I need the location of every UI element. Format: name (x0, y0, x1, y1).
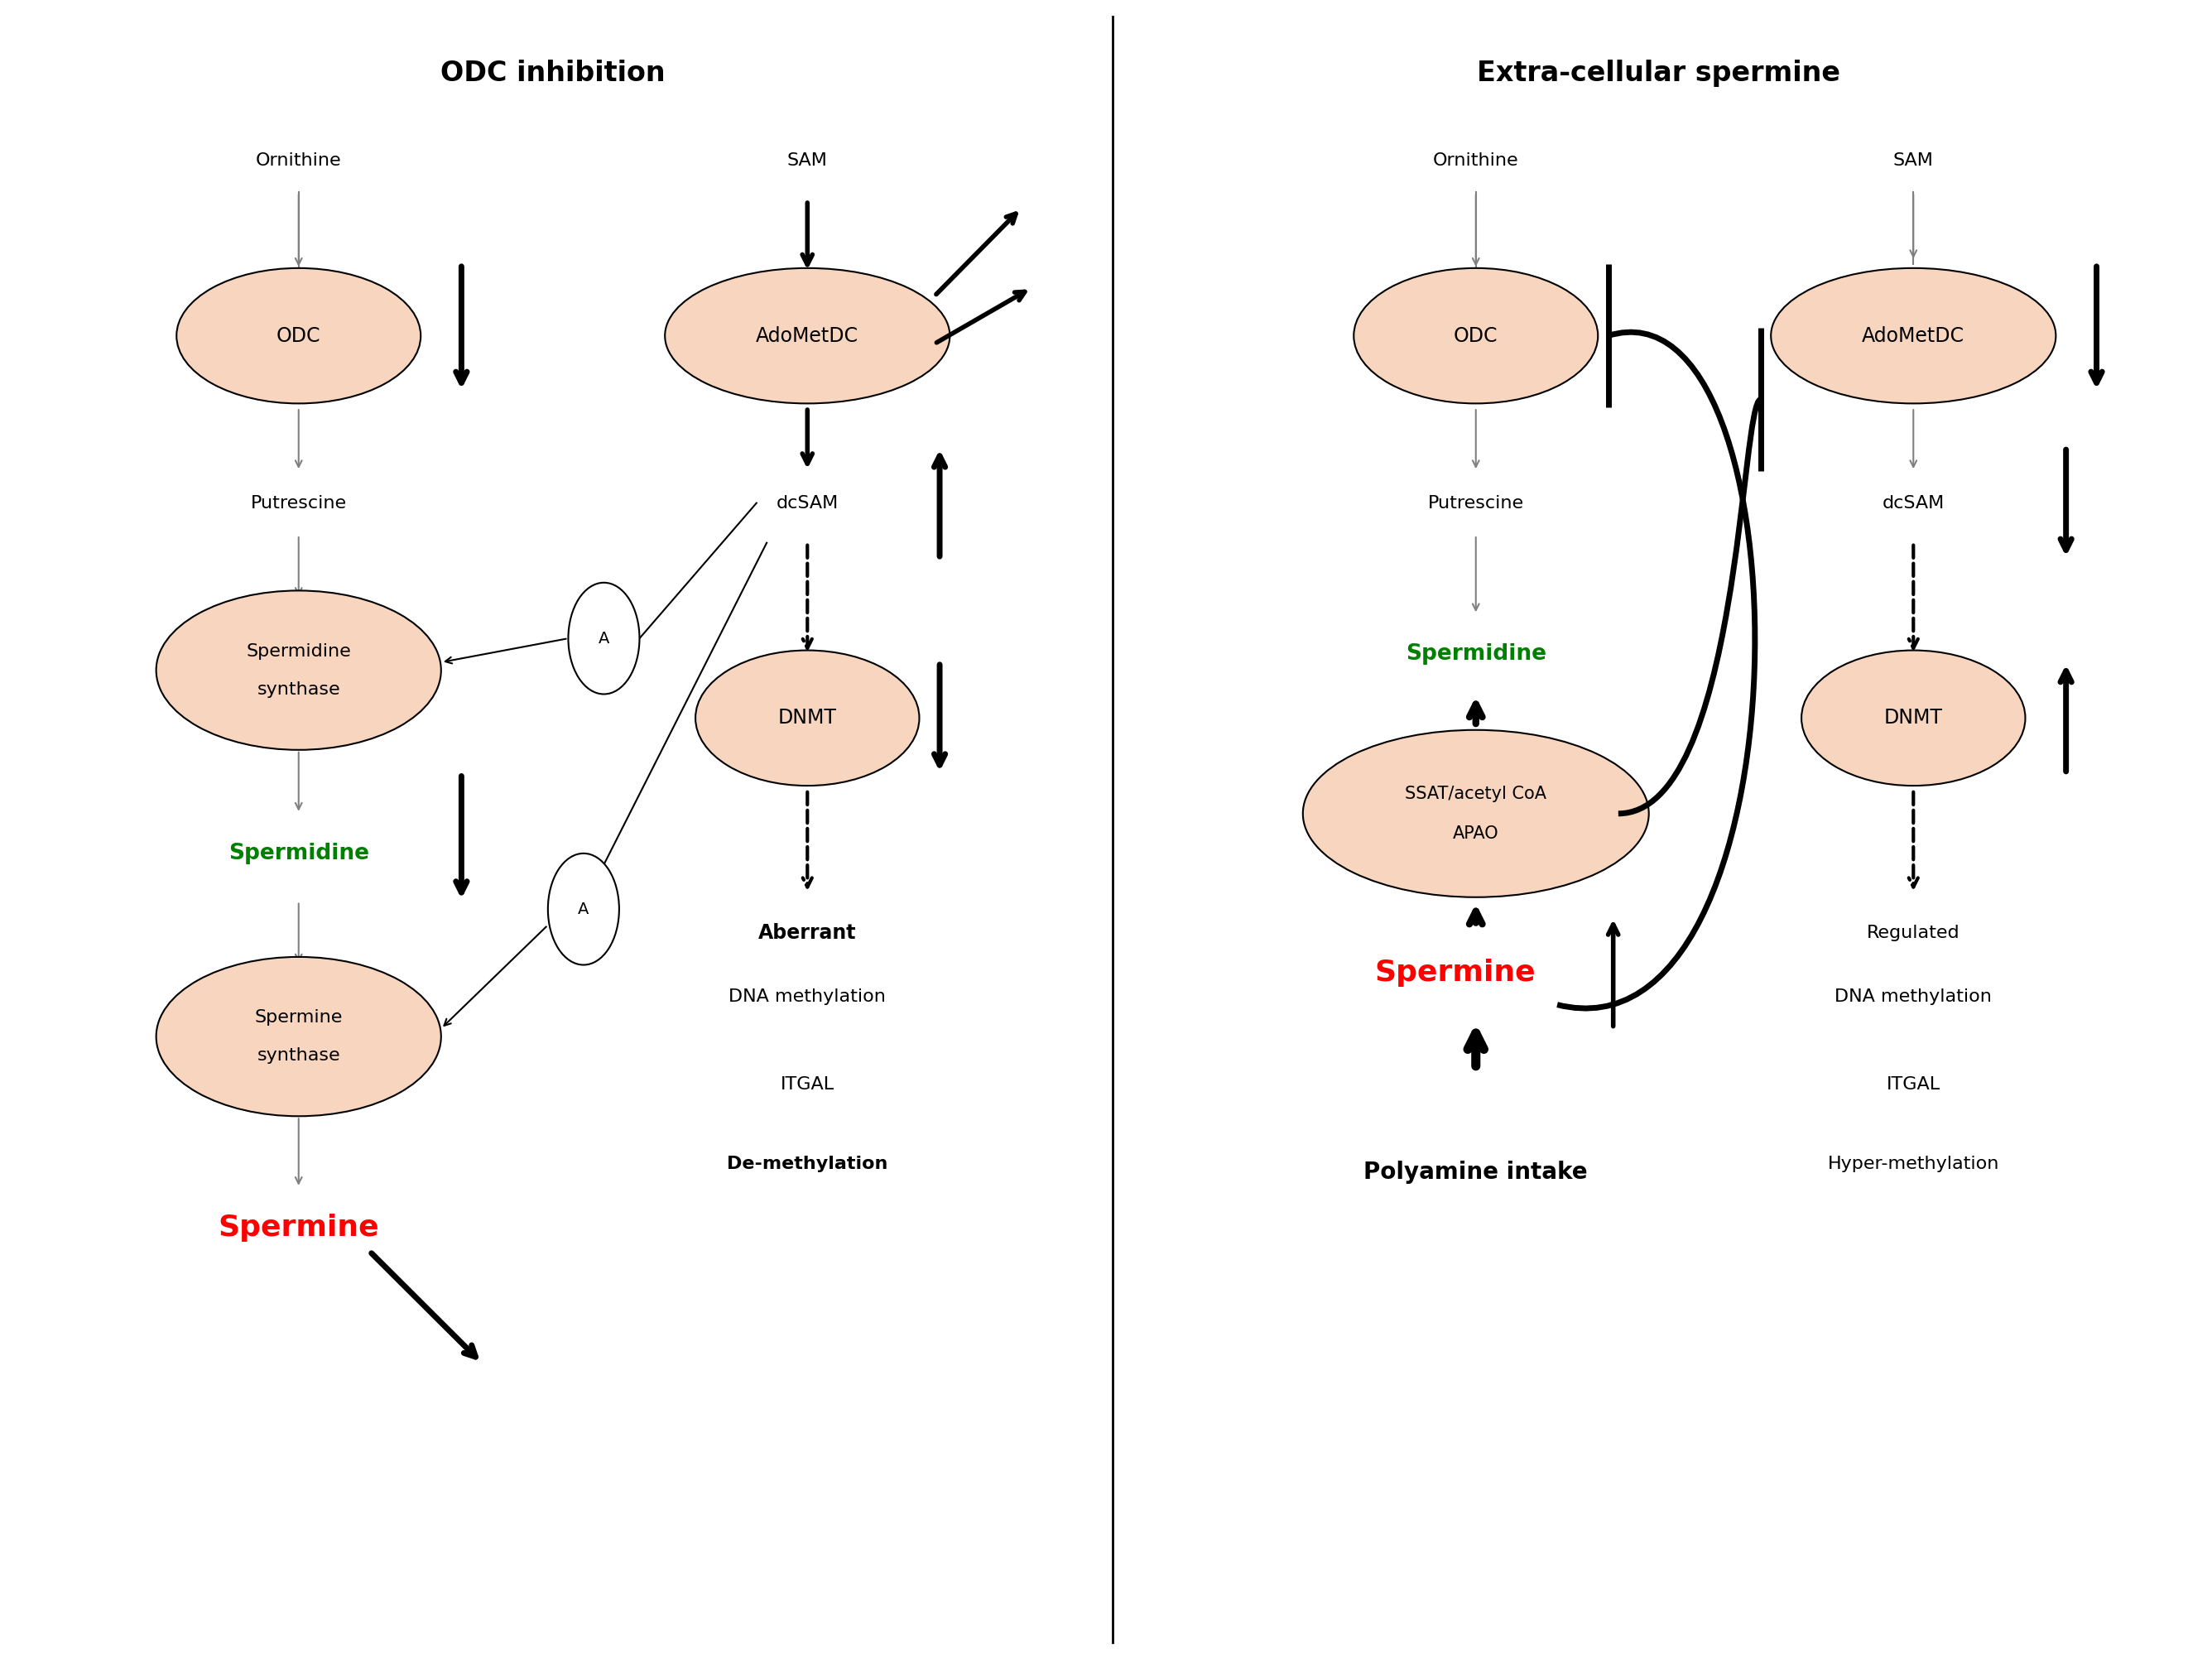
Text: ODC: ODC (276, 325, 321, 345)
Text: Spermidine: Spermidine (228, 843, 369, 864)
Text: DNMT: DNMT (779, 708, 836, 728)
Text: Putrescine: Putrescine (1427, 494, 1524, 511)
Text: De-methylation: De-methylation (728, 1156, 887, 1173)
Text: Spermine: Spermine (219, 1214, 378, 1241)
Text: ITGAL: ITGAL (781, 1077, 834, 1093)
Circle shape (549, 853, 619, 966)
Ellipse shape (666, 269, 949, 403)
Text: Spermidine: Spermidine (246, 642, 352, 659)
Text: dcSAM: dcSAM (1882, 494, 1944, 511)
Text: SSAT/acetyl CoA: SSAT/acetyl CoA (1405, 785, 1546, 801)
Ellipse shape (157, 957, 440, 1117)
Text: AdoMetDC: AdoMetDC (757, 325, 858, 345)
Text: dcSAM: dcSAM (776, 494, 838, 511)
Text: Polyamine intake: Polyamine intake (1365, 1160, 1588, 1183)
Text: Aberrant: Aberrant (759, 922, 856, 942)
Text: Spermidine: Spermidine (1405, 644, 1546, 665)
Ellipse shape (1303, 730, 1648, 898)
Text: DNA methylation: DNA methylation (1834, 989, 1993, 1005)
Text: DNMT: DNMT (1885, 708, 1942, 728)
Text: Ornithine: Ornithine (257, 153, 341, 169)
Ellipse shape (1801, 650, 2026, 786)
Text: Spermine: Spermine (1376, 959, 1535, 987)
Text: APAO: APAO (1453, 826, 1500, 841)
Text: SAM: SAM (1893, 153, 1933, 169)
Circle shape (568, 582, 639, 693)
Ellipse shape (695, 650, 920, 786)
Ellipse shape (1772, 269, 2055, 403)
Text: synthase: synthase (257, 682, 341, 698)
Text: DNA methylation: DNA methylation (728, 989, 887, 1005)
Text: Regulated: Regulated (1867, 924, 1960, 941)
Text: ITGAL: ITGAL (1887, 1077, 1940, 1093)
Text: Putrescine: Putrescine (250, 494, 347, 511)
Text: A: A (597, 630, 611, 647)
Ellipse shape (177, 269, 420, 403)
Ellipse shape (1354, 269, 1597, 403)
Ellipse shape (157, 591, 440, 750)
Text: Extra-cellular spermine: Extra-cellular spermine (1478, 60, 1840, 86)
Text: ODC inhibition: ODC inhibition (440, 60, 666, 86)
Text: ODC: ODC (1453, 325, 1498, 345)
Text: SAM: SAM (787, 153, 827, 169)
Text: AdoMetDC: AdoMetDC (1863, 325, 1964, 345)
Text: synthase: synthase (257, 1047, 341, 1063)
Text: Spermine: Spermine (254, 1009, 343, 1025)
Text: Ornithine: Ornithine (1433, 153, 1520, 169)
Text: Hyper-methylation: Hyper-methylation (1827, 1156, 2000, 1173)
Text: A: A (577, 901, 588, 917)
